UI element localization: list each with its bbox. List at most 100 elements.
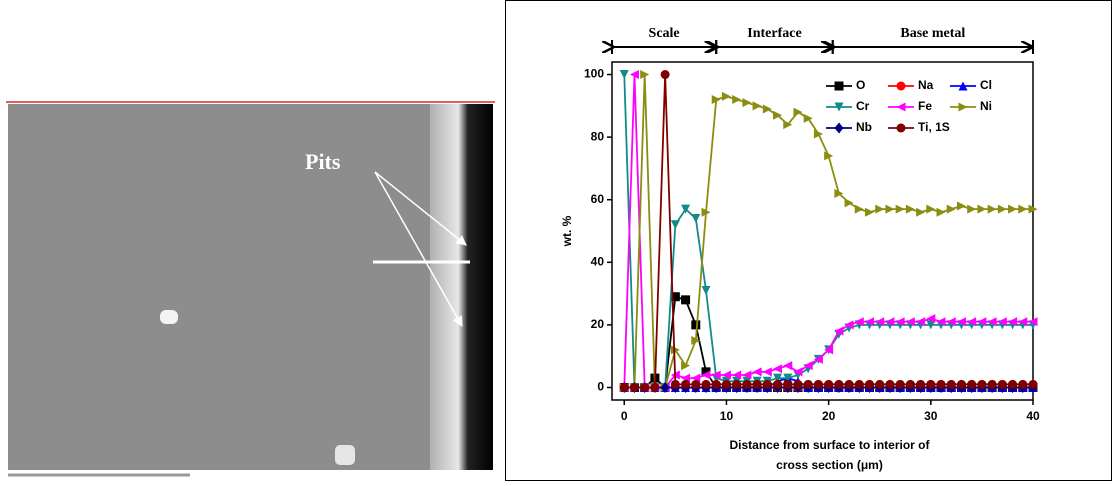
marker: [742, 98, 751, 107]
marker: [957, 380, 966, 389]
marker: [926, 205, 935, 214]
marker: [804, 114, 813, 123]
y-tick-label: 100: [584, 67, 604, 81]
region-label: Base metal: [900, 26, 965, 41]
marker: [998, 205, 1007, 214]
marker: [620, 70, 629, 79]
marker: [834, 380, 843, 389]
y-tick-label: 40: [591, 254, 605, 268]
legend-marker: [897, 103, 906, 112]
marker: [926, 380, 935, 389]
series-line: [624, 75, 1033, 388]
figure: Pits 0 20 40 60 80 100 0 10 20 30 40 wt. % Distance …: [0, 0, 1112, 481]
marker: [875, 205, 884, 214]
marker: [875, 380, 884, 389]
marker: [1029, 380, 1038, 389]
y-tick-label: 20: [591, 317, 605, 331]
marker: [773, 380, 782, 389]
marker: [947, 205, 956, 214]
marker: [916, 380, 925, 389]
legend-label: Ti, 1S: [918, 120, 950, 134]
x-tick-label: 10: [720, 409, 734, 423]
legend-marker: [835, 82, 844, 91]
y-tick-label: 60: [591, 192, 605, 206]
x-tick-label: 40: [1026, 409, 1040, 423]
marker: [937, 208, 946, 217]
marker: [896, 205, 905, 214]
marker: [753, 380, 762, 389]
legend-marker: [835, 123, 844, 134]
legend-label: Cl: [980, 78, 992, 92]
marker: [763, 104, 772, 113]
marker: [845, 198, 854, 207]
legend-label: Na: [918, 78, 934, 92]
marker: [977, 380, 986, 389]
annotation: Pits: [305, 149, 341, 174]
series-line: [624, 75, 1033, 388]
marker: [620, 383, 629, 392]
marker: [845, 380, 854, 389]
marker: [988, 205, 997, 214]
marker: [906, 205, 915, 214]
marker: [773, 364, 782, 373]
marker: [712, 380, 721, 389]
y-tick-label: 0: [597, 380, 604, 394]
region-label: Interface: [747, 26, 801, 41]
legend-label: Nb: [856, 120, 872, 134]
marker: [937, 380, 946, 389]
marker: [753, 367, 762, 376]
marker: [763, 380, 772, 389]
marker: [650, 383, 659, 392]
series: [620, 70, 1038, 392]
marker: [763, 367, 772, 376]
marker: [916, 208, 925, 217]
series: [620, 70, 1038, 392]
marker: [814, 129, 823, 138]
legend-label: Cr: [856, 99, 870, 113]
x-axis-label: Distance from surface to interior of: [729, 438, 930, 452]
marker: [681, 380, 690, 389]
marker: [702, 380, 711, 389]
marker: [1008, 380, 1017, 389]
marker: [967, 380, 976, 389]
marker: [691, 214, 700, 223]
marker: [681, 361, 690, 370]
marker: [671, 220, 680, 229]
marker: [732, 380, 741, 389]
legend-marker: [897, 82, 906, 91]
marker: [947, 380, 956, 389]
marker: [793, 380, 802, 389]
marker: [967, 205, 976, 214]
marker: [1018, 205, 1027, 214]
legend-label: Ni: [980, 99, 992, 113]
marker: [661, 70, 670, 79]
marker: [671, 380, 680, 389]
series-line: [624, 75, 1033, 388]
marker: [988, 380, 997, 389]
marker: [722, 380, 731, 389]
marker: [824, 380, 833, 389]
series: [620, 70, 1038, 392]
marker: [783, 361, 792, 370]
marker: [865, 380, 874, 389]
marker: [630, 383, 639, 392]
sem-image: Pits: [6, 102, 495, 475]
x-tick-label: 0: [621, 409, 628, 423]
marker: [885, 205, 894, 214]
marker: [753, 101, 762, 110]
region-label: Scale: [649, 26, 680, 41]
x-tick-label: 30: [924, 409, 938, 423]
particle: [335, 445, 355, 465]
marker: [855, 380, 864, 389]
marker: [896, 380, 905, 389]
marker: [998, 380, 1007, 389]
marker: [732, 95, 741, 104]
y-tick-label: 80: [591, 129, 605, 143]
x-axis-label: cross section (μm): [776, 458, 883, 472]
marker: [855, 205, 864, 214]
y-axis-label: wt. %: [560, 215, 574, 247]
marker: [957, 201, 966, 210]
legend-marker: [959, 103, 968, 112]
marker: [742, 380, 751, 389]
x-tick-label: 20: [822, 409, 836, 423]
